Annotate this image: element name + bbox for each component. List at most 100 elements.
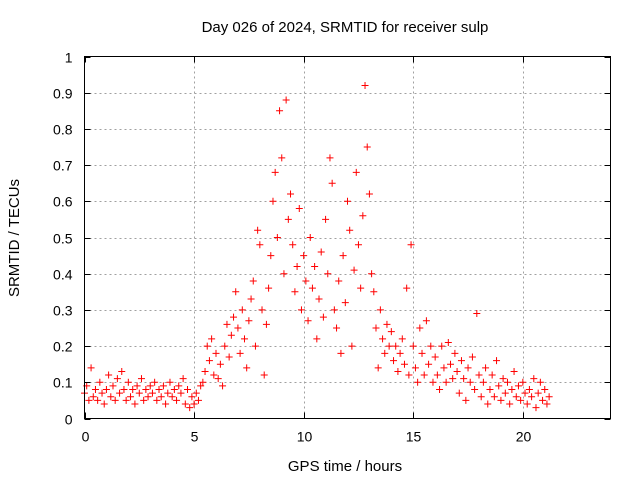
data-point — [510, 367, 518, 375]
data-point — [267, 252, 275, 260]
data-point — [490, 393, 498, 401]
data-point — [319, 313, 327, 321]
data-point — [94, 396, 102, 404]
data-point — [304, 317, 312, 325]
data-point — [113, 375, 121, 383]
data-point — [425, 360, 433, 368]
data-point — [164, 389, 172, 397]
data-point — [400, 360, 408, 368]
data-point — [124, 378, 132, 386]
data-point — [219, 382, 227, 390]
data-point — [503, 378, 511, 386]
data-point — [374, 364, 382, 372]
data-point — [488, 371, 496, 379]
data-point — [506, 400, 514, 408]
data-point — [396, 349, 404, 357]
data-point — [438, 342, 446, 350]
data-point — [339, 252, 347, 260]
data-point — [131, 400, 139, 408]
data-point — [194, 396, 202, 404]
data-point — [501, 389, 509, 397]
data-point — [254, 226, 262, 234]
data-point — [528, 393, 536, 401]
data-point — [385, 342, 393, 350]
data-point — [118, 367, 126, 375]
data-point — [482, 364, 490, 372]
data-point — [370, 288, 378, 296]
data-point — [523, 400, 531, 408]
data-point — [300, 252, 308, 260]
data-point — [475, 371, 483, 379]
y-axis-title: SRMTID / TECUs — [6, 179, 23, 297]
data-point — [411, 364, 419, 372]
x-tick-labels: 0 5 10 15 20 — [82, 429, 532, 445]
data-point — [297, 306, 305, 314]
data-point — [175, 382, 183, 390]
data-point — [140, 396, 148, 404]
data-point — [499, 375, 507, 383]
data-point — [159, 382, 167, 390]
data-point — [221, 342, 229, 350]
data-point — [405, 371, 413, 379]
data-point — [116, 389, 124, 397]
data-point — [135, 389, 143, 397]
data-point — [322, 215, 330, 223]
y-tick-label: 0.9 — [53, 86, 73, 102]
data-point — [91, 386, 99, 394]
data-point — [293, 262, 301, 270]
data-point — [409, 342, 417, 350]
data-point — [545, 393, 553, 401]
data-point — [392, 342, 400, 350]
data-point — [214, 375, 222, 383]
x-tick-label: 10 — [297, 429, 313, 445]
data-point — [346, 226, 354, 234]
data-point — [225, 353, 233, 361]
data-point — [372, 324, 380, 332]
data-point — [335, 277, 343, 285]
data-point — [133, 382, 141, 390]
data-point — [326, 154, 334, 162]
data-point — [260, 371, 268, 379]
data-point — [330, 306, 338, 314]
data-point — [532, 404, 540, 412]
data-point — [517, 396, 525, 404]
data-point — [344, 197, 351, 205]
data-point — [208, 335, 216, 343]
data-point — [177, 389, 185, 397]
data-point — [541, 386, 549, 394]
data-point — [444, 338, 452, 346]
data-point — [111, 396, 119, 404]
data-point — [212, 349, 220, 357]
data-point — [234, 324, 242, 332]
data-point — [284, 215, 292, 223]
data-point — [137, 375, 145, 383]
data-point — [240, 335, 248, 343]
data-point — [122, 396, 130, 404]
data-point — [249, 277, 257, 285]
data-point — [495, 382, 503, 390]
data-point — [190, 400, 198, 408]
data-point — [376, 306, 384, 314]
plot-frame — [84, 56, 611, 419]
axis-ticks — [84, 56, 611, 420]
data-point — [468, 353, 476, 361]
data-point — [379, 335, 387, 343]
data-point — [295, 205, 303, 213]
data-point — [337, 349, 345, 357]
data-point — [238, 306, 246, 314]
y-tick-label: 1 — [65, 50, 73, 66]
data-point — [230, 313, 238, 321]
data-point — [416, 324, 424, 332]
data-point — [466, 378, 474, 386]
data-point — [311, 262, 319, 270]
data-point — [306, 234, 314, 241]
data-point — [521, 389, 529, 397]
data-point — [455, 389, 463, 397]
data-point — [394, 367, 402, 375]
data-point — [350, 266, 358, 274]
y-tick-label: 0.2 — [53, 339, 73, 355]
data-point — [422, 317, 430, 325]
data-point — [449, 375, 457, 383]
data-point — [232, 288, 240, 296]
data-point — [484, 400, 492, 408]
